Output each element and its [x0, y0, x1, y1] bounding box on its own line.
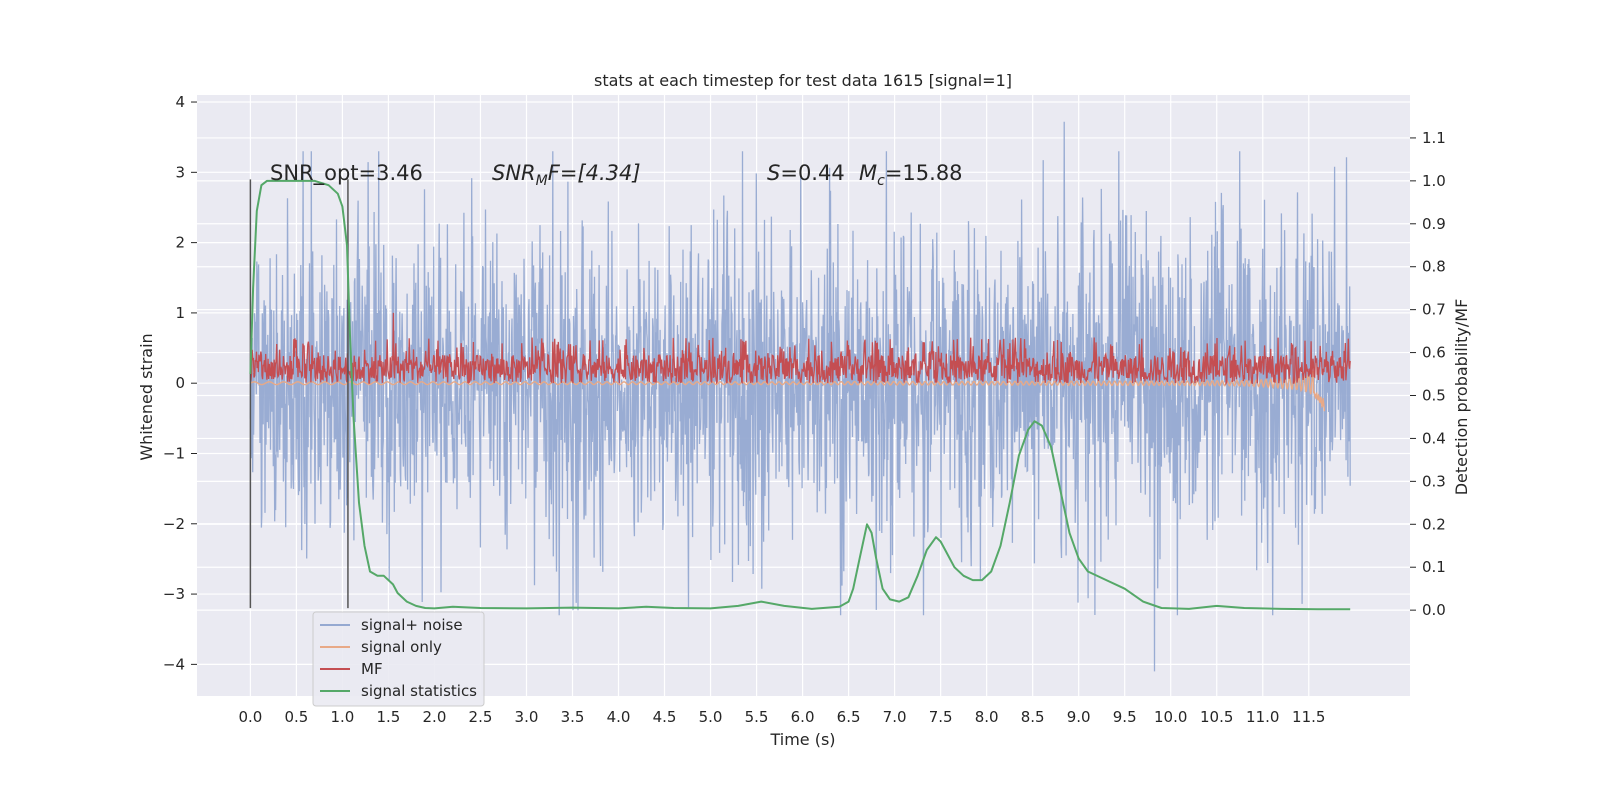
y-tick-left-label: −2 — [163, 515, 185, 533]
y-tick-left-label: 4 — [175, 93, 185, 111]
legend: signal+ noise signal only MF signal stat… — [312, 611, 485, 707]
annotation-mc-sub: c — [877, 173, 885, 189]
x-axis-label: Time (s) — [769, 730, 835, 749]
y-tick-right-label: 0.3 — [1422, 472, 1446, 490]
signal-statistics-line — [249, 179, 1351, 611]
x-tick-label: 4.0 — [607, 708, 631, 726]
y-tick-right-label: 0.1 — [1422, 558, 1446, 576]
mf-line — [249, 312, 1351, 386]
legend-label-signal-noise: signal+ noise — [361, 616, 463, 634]
annotation-s-value: =0.44 — [780, 161, 844, 185]
y-tick-right-label: 0.4 — [1422, 429, 1446, 447]
y-tick-left-label: 3 — [175, 163, 185, 181]
x-tick-label: 0.5 — [284, 708, 308, 726]
signal-noise-series — [249, 121, 1351, 672]
y-tick-left-label: −1 — [163, 444, 185, 462]
x-tick-label: 9.0 — [1067, 708, 1091, 726]
y-tick-right-label: 0.8 — [1422, 258, 1446, 276]
x-tick-label: 10.0 — [1154, 708, 1187, 726]
x-tick-label: 5.5 — [745, 708, 769, 726]
x-tick-label: 3.5 — [561, 708, 585, 726]
legend-label-signal-only: signal only — [361, 638, 442, 656]
y-tick-right-label: 0.0 — [1422, 601, 1446, 619]
y-tick-right-label: 1.1 — [1422, 129, 1446, 147]
y-tick-left-label: 2 — [175, 234, 185, 252]
y-tick-left-label: 0 — [175, 374, 185, 392]
x-tick-label: 11.0 — [1246, 708, 1279, 726]
y-tick-right-label: 0.7 — [1422, 301, 1446, 319]
x-tick-label: 8.0 — [975, 708, 999, 726]
y-tick-right-label: 1.0 — [1422, 172, 1446, 190]
mf-series — [249, 312, 1351, 386]
y-axis-right-label: Detection probability/MF — [1452, 299, 1471, 496]
x-tick-label: 7.0 — [883, 708, 907, 726]
signal-noise-line — [249, 121, 1351, 672]
x-tick-label: 2.5 — [469, 708, 493, 726]
annotation-s: S=0.44 — [767, 161, 845, 185]
signal-only-series — [250, 370, 1326, 412]
annotation-snr-mf-sub: M — [536, 173, 548, 189]
legend-label-mf: MF — [361, 660, 383, 678]
x-axis-ticks: 0.0 0.5 1.0 1.5 2.0 2.5 3.0 3.5 4.0 4.5 5.0 5.5 6.0 6… — [238, 708, 1325, 726]
legend-label-signal-statistics: signal statistics — [361, 682, 477, 700]
x-tick-label: 6.5 — [837, 708, 861, 726]
y-tick-right-label: 0.5 — [1422, 387, 1446, 405]
annotation-snr-mf: SNRMF=[4.34] — [492, 161, 641, 189]
y-axis-right-ticks: 0.0 0.1 0.2 0.3 0.4 0.5 0.6 0.7 0.8 0.9 1.0 1.1 — [1410, 129, 1446, 619]
x-tick-label: 6.0 — [791, 708, 815, 726]
signal-statistics-series — [249, 179, 1351, 611]
x-tick-label: 0.0 — [238, 708, 262, 726]
x-tick-label: 11.5 — [1292, 708, 1325, 726]
x-tick-label: 1.5 — [376, 708, 400, 726]
signal-only-line — [250, 370, 1326, 412]
annotation-snr-mf-rest: F=[4.34] — [548, 161, 641, 185]
x-tick-label: 4.5 — [653, 708, 677, 726]
annotation-snr-mf-label: SNR — [492, 161, 536, 185]
y-axis-left-ticks: −4 −3 −2 −1 0 1 2 3 4 — [163, 93, 197, 673]
chart-title: stats at each timestep for test data 161… — [594, 71, 1012, 90]
y-tick-left-label: −4 — [163, 655, 185, 673]
y-tick-right-label: 0.6 — [1422, 344, 1446, 362]
annotations: SNR_opt=3.46 SNRMF=[4.34] S=0.44 Mc=15.8… — [270, 161, 963, 189]
annotation-mc-value: =15.88 — [885, 161, 963, 185]
y-tick-right-label: 0.2 — [1422, 515, 1446, 533]
x-tick-label: 2.0 — [423, 708, 447, 726]
y-tick-left-label: 1 — [175, 304, 185, 322]
y-tick-left-label: −3 — [163, 585, 185, 603]
x-tick-label: 5.0 — [699, 708, 723, 726]
x-tick-label: 7.5 — [929, 708, 953, 726]
annotation-mc-label: M — [859, 161, 877, 185]
x-tick-label: 9.5 — [1113, 708, 1137, 726]
x-tick-label: 3.0 — [515, 708, 539, 726]
annotation-s-label: S — [767, 161, 780, 185]
y-axis-left-label: Whitened strain — [137, 333, 156, 460]
y-tick-right-label: 0.9 — [1422, 215, 1446, 233]
x-tick-label: 10.5 — [1200, 708, 1233, 726]
x-tick-label: 1.0 — [330, 708, 354, 726]
legend-box — [312, 611, 485, 707]
annotation-mc: Mc=15.88 — [859, 161, 963, 189]
annotation-snr-opt: SNR_opt=3.46 — [270, 161, 423, 186]
x-tick-label: 8.5 — [1021, 708, 1045, 726]
